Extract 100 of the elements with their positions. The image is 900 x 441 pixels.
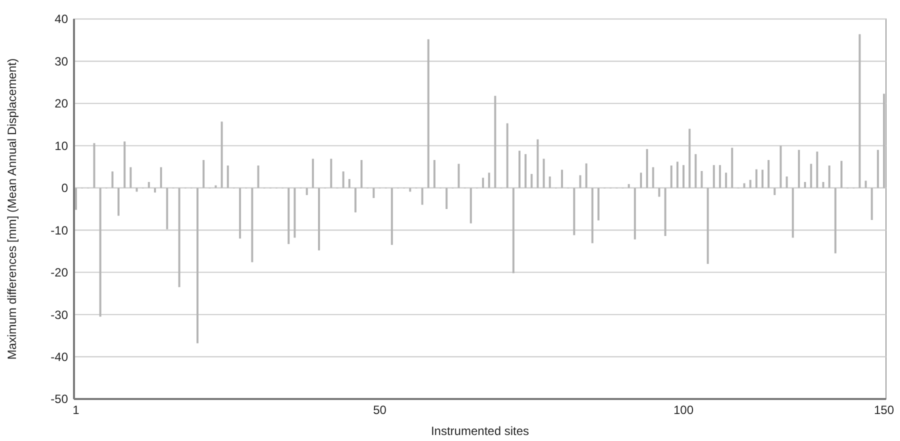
bar [883,94,885,188]
bar [99,188,102,317]
bar [312,158,314,188]
bar [640,172,642,188]
bar [446,188,448,209]
y-tick-label: 20 [54,96,68,111]
bar [864,180,867,188]
bar [421,188,424,205]
bar [876,150,879,188]
bar [75,188,77,210]
bar [561,170,564,188]
y-tick-label: -20 [50,266,68,280]
bar [712,165,715,188]
bar [196,188,199,344]
bar [676,162,678,188]
bar [646,149,648,188]
bar [294,188,296,238]
bar [542,158,545,188]
bar [749,180,752,188]
bar [774,188,776,196]
bar [124,141,126,188]
bar [634,188,636,240]
x-tick-label: 1 [72,403,80,417]
bar [257,166,260,188]
bar [433,160,436,188]
bar [725,172,728,188]
bar [214,185,217,188]
bar [858,34,861,188]
bar [178,188,180,288]
y-tick-label: -40 [50,350,68,364]
bar [804,182,806,188]
y-tick-label: 0 [61,181,68,196]
bar [530,174,533,188]
bar [458,164,460,188]
bar [330,158,332,188]
bar [166,188,168,230]
bar [628,184,630,188]
bar [118,188,120,216]
bar [792,188,794,238]
bar [694,154,697,188]
bar [372,188,375,198]
bar [834,188,836,254]
bar [306,188,308,196]
bar [731,148,734,188]
bar [136,188,138,192]
bar [154,188,156,193]
bar [220,122,223,188]
y-tick-label: -50 [50,392,68,406]
bar [780,146,782,188]
bar [743,183,746,188]
y-tick-label: 30 [54,54,68,68]
bar [494,96,496,188]
bar [524,154,527,188]
bar [251,188,254,262]
bar [664,188,666,236]
bar [318,188,320,250]
bar [670,166,672,188]
bar [688,128,691,188]
bar [226,166,229,188]
bar [761,170,764,188]
y-tick-label: 10 [54,138,68,153]
bar [506,123,508,188]
bar [585,163,588,188]
bar [160,167,162,188]
y-axis-title: Maximum differences [mm] (Mean Annual Displacement) [5,58,19,360]
bar [810,164,812,188]
bar [591,188,594,244]
bar [718,165,721,188]
bar [706,188,709,264]
bar [822,182,824,188]
bar [354,188,356,212]
x-tick-label: 150 [874,403,894,417]
x-axis-title: Instrumented sites [430,424,530,438]
bar [111,171,114,188]
bar [470,188,472,224]
bar [573,188,576,236]
bar [579,175,582,188]
bar [482,178,484,188]
bar [816,152,818,188]
bar [700,171,703,188]
bar [148,182,150,188]
bar [93,143,96,188]
bar [202,160,205,188]
bar [652,167,654,188]
bar [409,188,412,192]
bar [239,188,242,239]
bar [390,188,393,245]
y-tick-label: 40 [54,12,68,26]
bar [427,39,430,188]
bar [548,176,551,188]
bar [682,165,685,188]
bar [870,188,873,220]
bar [597,188,600,220]
bar [828,166,830,188]
bar [512,188,514,274]
bar [488,172,490,188]
bar [798,150,800,188]
bar [130,167,132,188]
bar [768,160,770,188]
bar [786,176,788,188]
